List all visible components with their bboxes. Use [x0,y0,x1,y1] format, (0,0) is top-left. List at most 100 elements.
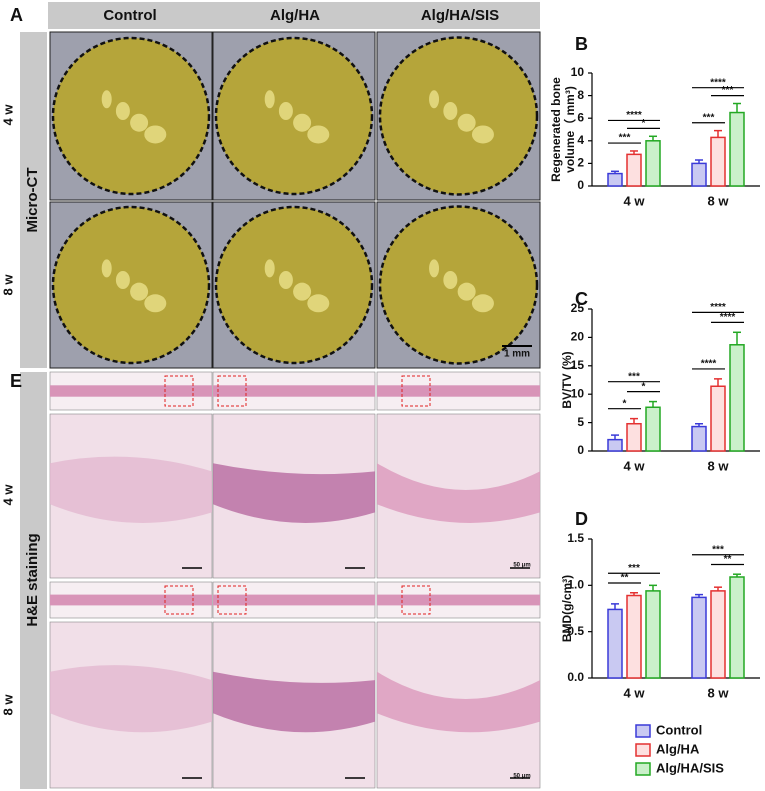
defect-region [378,205,539,365]
significance-label: **** [710,302,726,313]
significance-label: ** [724,554,732,565]
bone-fragment [115,271,130,290]
bone-fragment [307,125,330,144]
panel-label: C [575,289,588,309]
bar [729,576,745,679]
bone-fragment [130,282,149,301]
legend-swatch [635,762,651,776]
bar [691,596,707,679]
tissue [50,665,212,733]
y-axis-label: Regenerated bone [549,77,563,182]
tissue-band [377,385,540,397]
legend-label: Control [656,722,702,737]
column-label: Control [103,7,156,24]
y-tick-label: 10 [571,386,585,400]
y-tick-label: 1.0 [567,578,584,592]
defect-region [214,205,374,365]
method-band [20,32,47,368]
bar [645,406,661,452]
bone-fragment [443,271,458,290]
tissue-band [50,385,212,397]
x-tick-label: 4 w [624,193,646,208]
y-axis-label: BMD(g/cm³) [560,575,574,642]
method-label: Micro-CT [24,168,41,233]
x-tick-label: 4 w [624,458,646,473]
tissue-band [50,594,212,606]
y-tick-label: 5 [577,415,584,429]
bar [626,594,642,679]
y-axis-label: volume（ mm³) [562,86,577,173]
significance-label: * [623,398,627,409]
bone-fragment [471,125,494,144]
zoom-box [401,585,431,615]
significance-label: *** [628,563,640,574]
column-header-band [48,2,540,29]
significance-label: * [642,118,646,129]
significance-label: **** [626,110,642,121]
legend-swatch [635,743,651,757]
row-label: 8 w [0,694,15,716]
tissue [377,671,540,733]
row-label: 8 w [0,274,15,296]
tissue [213,671,375,733]
bar [710,136,726,187]
bone-fragment [278,271,293,290]
y-tick-label: 25 [571,301,585,315]
bone-fragment [457,113,476,132]
significance-label: *** [628,371,640,382]
bone-fragment [278,101,293,120]
significance-label: ** [621,573,629,584]
bone-fragment [130,113,149,132]
bar [607,172,623,187]
method-band [20,372,47,789]
method-label: H&E staining [24,533,41,626]
panel-label: B [575,34,588,54]
bar [626,153,642,187]
significance-label: **** [710,77,726,88]
bar [607,608,623,679]
tissue-band [213,594,375,606]
y-tick-label: 0.5 [567,624,584,638]
bone-fragment [293,113,312,132]
image-grid [49,31,541,789]
bone-fragment [429,259,440,278]
tissue-band [377,594,540,606]
tissue-band [213,385,375,397]
bone-fragment [429,90,440,109]
row-label: 4 w [0,484,15,506]
panel-label: A [10,5,23,25]
bone-fragment [443,101,458,120]
zoom-box [164,585,194,615]
bar [710,385,726,452]
bar [691,425,707,452]
significance-label: *** [703,112,715,123]
bone-fragment [101,259,112,278]
significance-label: **** [720,312,736,323]
y-tick-label: 0 [577,178,584,192]
tissue [50,456,212,523]
significance-label: *** [619,133,631,144]
bar [710,590,726,679]
bone-fragment [471,294,494,313]
bar [729,344,745,452]
legend-label: Alg/HA/SIS [656,760,724,775]
bone-fragment [144,125,167,144]
column-label: Alg/HA/SIS [421,7,499,24]
row-label: 4 w [0,104,15,126]
bar [645,590,661,679]
significance-label: *** [712,544,724,555]
bar [607,438,623,452]
scale-bar-label: 50 μm [513,563,530,569]
x-tick-label: 8 w [708,458,730,473]
y-tick-label: 0 [577,443,584,457]
x-tick-label: 8 w [708,193,730,208]
y-axis-label: BV/TV (%) [560,351,574,408]
y-tick-label: 20 [571,330,585,344]
panel-label: E [10,371,22,391]
significance-label: *** [722,85,734,96]
bone-fragment [264,90,275,109]
y-tick-label: 1.5 [567,531,584,545]
scale-bar-label: 50 μm [513,774,530,780]
significance-label: **** [701,359,717,370]
bone-fragment [293,282,312,301]
